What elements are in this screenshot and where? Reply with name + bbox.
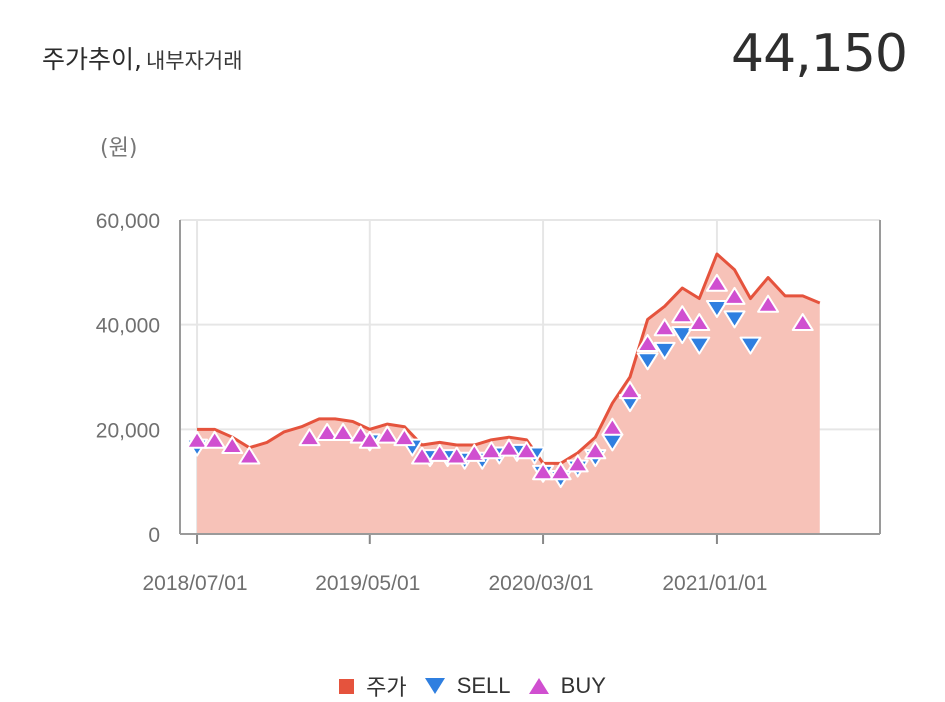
buy-marker <box>393 428 416 447</box>
buy-marker <box>445 446 468 465</box>
sell-marker <box>636 352 659 371</box>
y-unit-label: (원) <box>100 136 138 161</box>
sell-marker <box>653 341 676 360</box>
buy-marker <box>376 425 399 444</box>
buy-marker <box>636 333 659 352</box>
buy-marker <box>705 273 728 292</box>
buy-marker <box>411 446 434 465</box>
legend-buy-swatch <box>528 677 549 694</box>
buy-marker <box>671 305 694 324</box>
buy-marker <box>601 417 624 436</box>
buy-marker <box>332 422 355 441</box>
chart-title: 주가추이, 내부자거래 <box>42 40 243 76</box>
buy-marker <box>619 381 641 400</box>
x-tick-label: 2018/07/01 <box>142 572 247 595</box>
legend-sell-swatch <box>424 677 445 694</box>
price-line <box>197 252 821 465</box>
y-tick-label: 60,000 <box>96 210 160 233</box>
buy-marker <box>723 286 746 305</box>
x-tick-label: 2020/03/01 <box>489 572 594 595</box>
buy-marker <box>515 441 538 460</box>
buy-marker <box>688 313 711 332</box>
legend-item-buy[interactable]: BUY <box>528 672 606 699</box>
buy-marker <box>497 438 520 457</box>
legend-item-price[interactable]: 주가 <box>339 670 407 702</box>
current-price: 44,150 <box>731 24 908 84</box>
buy-marker <box>480 441 503 460</box>
sell-marker <box>739 336 762 355</box>
buy-marker <box>358 430 381 449</box>
chart-title-sub: 내부자거래 <box>145 49 243 73</box>
price-area <box>197 254 820 534</box>
sell-marker <box>688 336 711 355</box>
y-tick-label: 40,000 <box>96 315 160 338</box>
sell-marker <box>723 310 746 329</box>
buy-marker <box>428 443 451 462</box>
legend-item-sell[interactable]: SELL <box>424 672 511 699</box>
buy-marker <box>566 454 589 473</box>
buy-marker <box>532 462 555 481</box>
buy-marker <box>238 446 261 465</box>
buy-marker <box>549 462 572 481</box>
legend-price-swatch <box>339 678 355 694</box>
x-tick-label: 2019/05/01 <box>315 572 420 595</box>
legend-buy-label: BUY <box>560 672 606 698</box>
legend-sell-label: SELL <box>456 672 511 698</box>
buy-marker <box>791 313 814 332</box>
sell-marker <box>705 299 728 318</box>
buy-marker <box>757 294 780 313</box>
y-tick-label: 0 <box>148 524 160 547</box>
x-tick-label: 2021/01/01 <box>662 572 767 595</box>
chart-title-main: 주가추이, <box>42 45 142 74</box>
sell-marker <box>671 326 694 345</box>
buy-marker <box>203 430 226 449</box>
legend-price-label: 주가 <box>366 675 407 700</box>
buy-marker <box>186 430 209 449</box>
y-tick-label: 20,000 <box>96 419 160 442</box>
buy-marker <box>221 436 244 455</box>
buy-marker <box>298 428 321 447</box>
chart-legend: 주가 SELL BUY <box>0 670 945 702</box>
buy-marker <box>584 441 607 460</box>
buy-marker <box>316 422 339 441</box>
buy-marker <box>463 443 486 462</box>
buy-marker <box>653 318 676 337</box>
